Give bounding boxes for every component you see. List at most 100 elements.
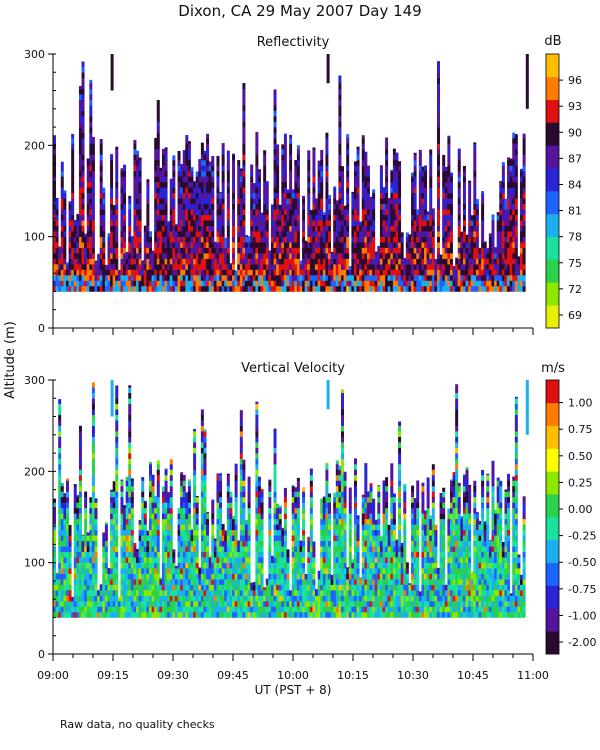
heatmap-cell [296, 209, 300, 216]
heatmap-cell [141, 573, 145, 580]
heatmap-cell [426, 269, 430, 276]
heatmap-column [115, 146, 119, 292]
heatmap-cell [283, 258, 287, 265]
heatmap-cell [81, 99, 85, 106]
heatmap-cell [452, 285, 456, 292]
heatmap-cell [270, 258, 274, 265]
heatmap-cell [161, 491, 165, 498]
heatmap-cell [213, 275, 217, 281]
heatmap-cell [81, 231, 85, 237]
heatmap-cell [226, 181, 230, 188]
heatmap-cell [343, 220, 347, 227]
heatmap-cell [115, 442, 119, 448]
heatmap-cell [164, 214, 168, 221]
heatmap-cell [265, 280, 269, 287]
heatmap-cell [156, 138, 160, 144]
heatmap-cell [325, 154, 329, 161]
heatmap-cell [418, 187, 422, 194]
heatmap-cell [78, 209, 82, 216]
heatmap-cell [159, 187, 163, 194]
heatmap-cell [89, 502, 93, 509]
heatmap-cell [377, 245, 381, 248]
heatmap-cell [99, 148, 103, 155]
heatmap-cell [84, 264, 88, 270]
heatmap-cell [115, 236, 119, 243]
heatmap-cell [250, 170, 254, 177]
heatmap-cell [136, 231, 140, 237]
heatmap-column [130, 235, 134, 292]
heatmap-cell [89, 562, 93, 569]
heatmap-cell [120, 181, 124, 188]
heatmap-cell [169, 214, 173, 221]
heatmap-cell [185, 231, 189, 237]
heatmap-cell [115, 225, 119, 232]
heatmap-cell [58, 458, 62, 465]
heatmap-cell [257, 209, 261, 216]
heatmap-cell [169, 225, 173, 232]
heatmap-column [322, 212, 326, 292]
heatmap-cell [252, 242, 256, 248]
heatmap-cell [239, 203, 243, 210]
heatmap-cell [81, 535, 85, 542]
heatmap-cell [151, 518, 155, 525]
heatmap-cell [167, 269, 171, 276]
heatmap-cell [130, 611, 134, 618]
heatmap-cell [263, 203, 267, 210]
heatmap-cell [421, 187, 425, 194]
heatmap-cell [302, 225, 306, 232]
isolated-echo [110, 54, 114, 91]
heatmap-cell [501, 176, 505, 183]
heatmap-cell [359, 236, 363, 243]
heatmap-cell [237, 285, 241, 292]
heatmap-cell [413, 280, 417, 287]
heatmap-cell [208, 203, 212, 210]
heatmap-cell [276, 225, 280, 232]
heatmap-cell [55, 275, 59, 281]
heatmap-cell [514, 214, 518, 221]
heatmap-cell [211, 187, 215, 194]
heatmap-cell [468, 187, 472, 194]
heatmap-cell [312, 159, 316, 166]
heatmap-cell [514, 231, 518, 237]
heatmap-cell [112, 205, 116, 210]
heatmap-cell [488, 275, 492, 281]
heatmap-cell [470, 258, 474, 265]
heatmap-cell [398, 231, 402, 237]
heatmap-cell [161, 187, 165, 194]
heatmap-cell [154, 540, 158, 547]
heatmap-cell [416, 214, 420, 221]
heatmap-column [102, 532, 106, 618]
heatmap-cell [418, 192, 422, 199]
heatmap-cell [434, 264, 438, 270]
heatmap-cell [317, 285, 321, 292]
heatmap-cell [421, 203, 425, 210]
heatmap-cell [385, 198, 389, 205]
heatmap-cell [507, 258, 511, 265]
heatmap-cell [356, 220, 360, 227]
heatmap-cell [359, 247, 363, 254]
heatmap-column [195, 171, 199, 292]
heatmap-cell [237, 258, 241, 265]
heatmap-cell [385, 181, 389, 188]
heatmap-cell [169, 258, 173, 265]
heatmap-cell [195, 264, 199, 270]
heatmap-cell [198, 165, 202, 172]
heatmap-cell [195, 275, 199, 281]
heatmap-cell [164, 485, 168, 492]
heatmap-cell [421, 247, 425, 254]
heatmap-cell [473, 225, 477, 232]
reflectivity-title: Reflectivity [257, 35, 330, 50]
heatmap-cell [457, 181, 461, 188]
heatmap-cell [136, 280, 140, 287]
heatmap-cell [112, 242, 116, 248]
heatmap-cell [338, 170, 342, 177]
heatmap-cell [257, 236, 261, 243]
heatmap-cell [390, 214, 394, 221]
heatmap-cell [78, 447, 82, 454]
heatmap-cell [283, 231, 287, 237]
heatmap-cell [302, 203, 306, 210]
heatmap-cell [138, 214, 142, 221]
heatmap-cell [169, 540, 173, 547]
heatmap-cell [60, 502, 64, 509]
heatmap-cell [237, 236, 241, 243]
